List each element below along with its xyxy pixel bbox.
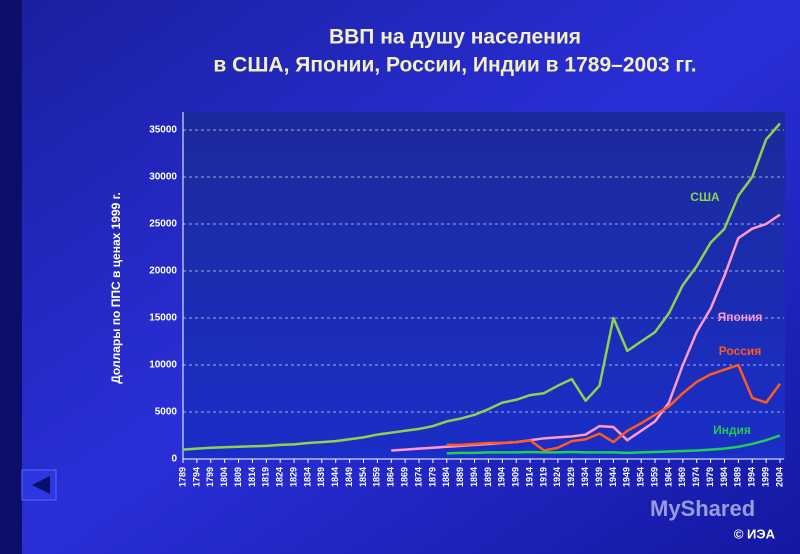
series-line <box>182 122 781 451</box>
series-line <box>446 363 782 452</box>
x-tick-label: 1929 <box>566 467 576 487</box>
series-label: США <box>690 190 720 204</box>
x-tick-label: 1999 <box>760 467 770 487</box>
chart-title: в США, Японии, России, Индии в 1789–2003… <box>213 54 696 77</box>
x-tick-label: 1889 <box>455 467 465 487</box>
x-tick-label: 1869 <box>400 467 410 487</box>
x-tick-label: 1864 <box>386 467 396 487</box>
x-tick-label: 1829 <box>288 467 298 487</box>
series-line <box>391 213 781 452</box>
x-tick-label: 1884 <box>441 467 451 487</box>
x-tick-label: 1914 <box>524 467 534 487</box>
x-tick-label: 1909 <box>511 467 521 487</box>
x-tick-label: 1799 <box>205 467 215 487</box>
x-tick-label: 1924 <box>552 467 562 487</box>
x-tick-label: 1989 <box>733 467 743 487</box>
x-tick-label: 1894 <box>469 467 479 487</box>
x-tick-label: 1969 <box>677 467 687 487</box>
x-tick-label: 1994 <box>747 467 757 487</box>
x-tick-label: 1804 <box>219 467 229 487</box>
y-tick-label: 5000 <box>155 407 178 418</box>
x-tick-label: 1789 <box>177 467 187 487</box>
series-label: Россия <box>719 344 762 358</box>
x-tick-label: 1939 <box>594 467 604 487</box>
x-tick-label: 1814 <box>247 467 257 487</box>
y-tick-label: 10000 <box>149 360 177 371</box>
x-tick-label: 1919 <box>538 467 548 487</box>
x-tick-label: 1819 <box>261 467 271 487</box>
y-tick-label: 25000 <box>149 219 177 230</box>
x-tick-label: 1984 <box>719 467 729 487</box>
x-tick-label: 1844 <box>330 467 340 487</box>
y-tick-label: 0 <box>171 454 177 465</box>
nav-arrow <box>32 476 50 494</box>
series-line <box>446 434 781 455</box>
x-tick-label: 1859 <box>372 467 382 487</box>
y-axis-label: Доллары по ППС в ценах 1999 г. <box>109 192 123 384</box>
y-tick-label: 35000 <box>149 125 177 136</box>
x-tick-label: 1834 <box>302 467 312 487</box>
plot-area <box>183 112 785 459</box>
x-tick-label: 1809 <box>233 467 243 487</box>
side-strip <box>0 0 22 554</box>
x-tick-label: 1899 <box>483 467 493 487</box>
series-label: Япония <box>718 310 763 324</box>
x-tick-label: 1794 <box>191 467 201 487</box>
x-tick-label: 2004 <box>774 467 784 487</box>
x-tick-label: 1979 <box>705 467 715 487</box>
x-tick-label: 1879 <box>427 467 437 487</box>
x-tick-label: 1949 <box>622 467 632 487</box>
x-tick-label: 1954 <box>636 467 646 487</box>
x-tick-label: 1959 <box>649 467 659 487</box>
watermark: MyShared <box>650 496 755 521</box>
x-tick-label: 1974 <box>691 467 701 487</box>
chart-title: ВВП на душу населения <box>329 26 581 49</box>
y-tick-label: 30000 <box>149 172 177 183</box>
y-tick-label: 20000 <box>149 266 177 277</box>
x-tick-label: 1824 <box>275 467 285 487</box>
x-tick-label: 1944 <box>608 467 618 487</box>
x-tick-label: 1839 <box>316 467 326 487</box>
x-tick-label: 1874 <box>413 467 423 487</box>
credit: © ИЭА <box>734 526 776 541</box>
x-tick-label: 1964 <box>663 467 673 487</box>
series-label: Индия <box>713 423 751 437</box>
x-tick-label: 1934 <box>580 467 590 487</box>
x-tick-label: 1849 <box>344 467 354 487</box>
y-tick-label: 15000 <box>149 313 177 324</box>
x-tick-label: 1854 <box>358 467 368 487</box>
x-tick-label: 1904 <box>497 467 507 487</box>
